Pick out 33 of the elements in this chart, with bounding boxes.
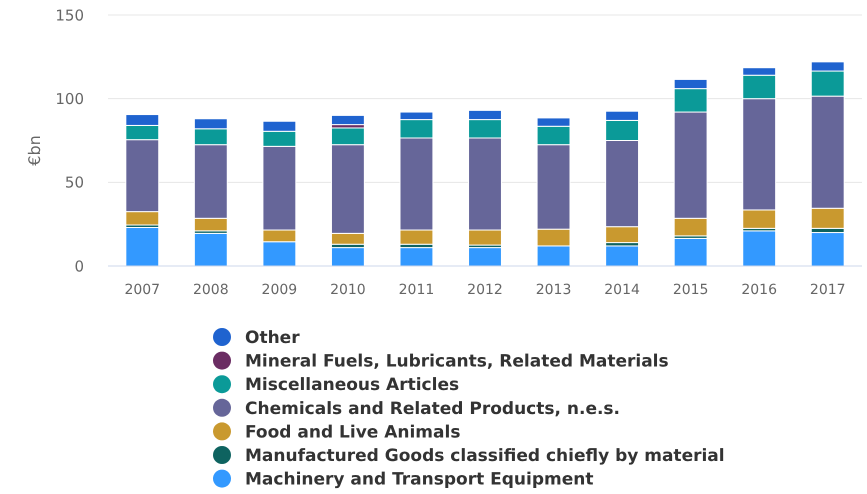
legend-label: Food and Live Animals bbox=[245, 422, 460, 442]
x-tick-label: 2011 bbox=[398, 282, 434, 298]
x-tick-label: 2015 bbox=[672, 282, 708, 298]
x-tick-label: 2014 bbox=[604, 282, 640, 298]
y-axis-title: €bn bbox=[25, 135, 44, 166]
bar bbox=[742, 230, 776, 266]
y-tick-label: 150 bbox=[55, 6, 84, 24]
x-tick-label: 2012 bbox=[467, 282, 503, 298]
bar bbox=[330, 247, 365, 266]
bar bbox=[194, 232, 228, 266]
legend-label: Miscellaneous Articles bbox=[245, 375, 460, 396]
x-tick-label: 2009 bbox=[262, 282, 298, 298]
bar bbox=[400, 247, 434, 266]
x-tick-label: 2016 bbox=[741, 282, 778, 298]
bar bbox=[330, 114, 365, 126]
x-tick-label: 2013 bbox=[536, 282, 572, 298]
y-tick-label: 100 bbox=[55, 90, 84, 108]
legend-label: Other bbox=[245, 328, 300, 348]
bar bbox=[674, 238, 708, 266]
x-tick-label: 2008 bbox=[193, 282, 229, 298]
legend-label: Chemicals and Related Products, n.e.s. bbox=[245, 398, 620, 419]
x-tick-label: 2007 bbox=[124, 282, 160, 298]
legend-label: Machinery and Transport Equipment bbox=[245, 470, 594, 490]
x-tick-label: 2017 bbox=[810, 282, 846, 298]
y-tick-label: 0 bbox=[74, 257, 84, 276]
legend-label: Mineral Fuels, Lubricants, Related Materials bbox=[245, 352, 669, 372]
bar bbox=[125, 227, 160, 266]
bar bbox=[468, 247, 502, 266]
legend-label: Manufactured Goods classified chiefly by material bbox=[245, 446, 725, 466]
y-tick-label: 50 bbox=[64, 174, 84, 192]
x-tick-label: 2010 bbox=[330, 282, 366, 298]
bar bbox=[605, 245, 640, 266]
bar bbox=[810, 232, 845, 266]
